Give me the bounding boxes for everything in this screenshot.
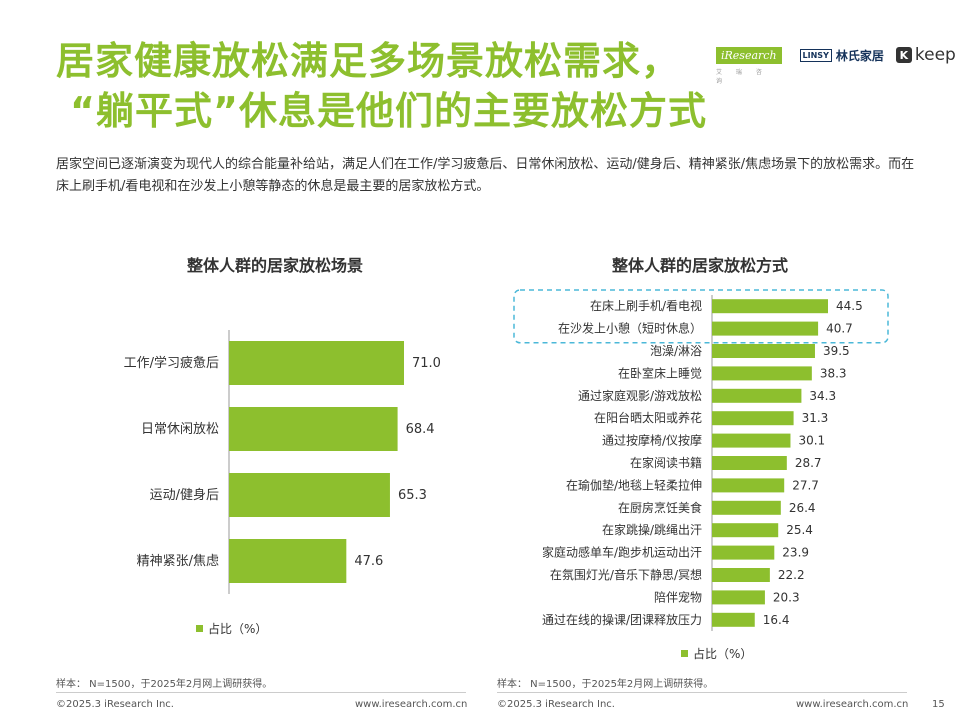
- data-label: 68.4: [406, 422, 435, 437]
- data-label: 25.4: [786, 523, 813, 537]
- bar: [712, 411, 794, 426]
- title-line-1: 居家健康放松满足多场景放松需求，: [56, 39, 681, 83]
- legend-swatch: [196, 625, 203, 632]
- bar: [712, 344, 815, 358]
- keep-logo: K keep: [895, 45, 956, 65]
- data-label: 71.0: [412, 356, 441, 371]
- left-chart-legend: 占比（%）: [196, 620, 267, 637]
- data-label: 27.7: [792, 478, 819, 492]
- page-number: 15: [932, 699, 945, 710]
- left-footer-divider: [56, 692, 466, 693]
- right-footer-divider: [497, 692, 907, 693]
- bar: [712, 456, 787, 470]
- category-label: 在卧室床上睡觉: [618, 365, 702, 380]
- left-legend-label: 占比（%）: [208, 622, 268, 636]
- bar: [712, 590, 765, 605]
- bar: [712, 299, 828, 314]
- category-label: 在厨房烹饪美食: [618, 500, 702, 515]
- bar: [712, 568, 770, 582]
- bar: [712, 478, 785, 493]
- category-label: 陪伴宠物: [654, 589, 702, 604]
- data-label: 28.7: [795, 456, 822, 470]
- keep-logo-icon: K: [895, 47, 912, 63]
- data-label: 47.6: [354, 554, 383, 569]
- category-label: 在瑜伽垫/地毯上轻柔拉伸: [566, 477, 702, 492]
- left-bar-chart: 工作/学习疲惫后 71.0 日常休闲放松 68.4 运动/健身后 65.3 精神紧张/焦虑 4…: [124, 330, 441, 594]
- left-sample-note: 样本： N=1500，于2025年2月网上调研获得。: [56, 679, 273, 690]
- bar: [712, 388, 802, 403]
- category-label: 家庭动感单车/跑步机运动出汗: [542, 545, 702, 560]
- title-line-2: “躺平式”休息是他们的主要放松方式: [70, 89, 707, 133]
- data-label: 23.9: [782, 546, 809, 560]
- category-label: 在氛围灯光/音乐下静思/冥想: [550, 567, 702, 582]
- bar: [712, 366, 812, 381]
- right-sample-note: 样本： N=1500，于2025年2月网上调研获得。: [497, 679, 714, 690]
- bar: [712, 612, 755, 627]
- bar: [712, 433, 791, 448]
- bar: [229, 407, 398, 451]
- bar: [712, 500, 781, 515]
- category-label: 在阳台晒太阳或养花: [594, 410, 702, 425]
- data-label: 65.3: [398, 488, 427, 503]
- highlight-box: [513, 289, 889, 344]
- page-title: 居家健康放松满足多场景放松需求， “躺平式”休息是他们的主要放松方式: [56, 36, 756, 136]
- right-legend-label: 占比（%）: [693, 647, 753, 661]
- right-website: www.iresearch.com.cn: [796, 699, 909, 710]
- right-copyright: ©2025.3 iResearch Inc.: [497, 699, 615, 710]
- bar: [712, 545, 775, 560]
- linsy-logo-text: 林氏家居: [835, 48, 884, 63]
- data-label: 39.5: [823, 344, 850, 358]
- right-chart-legend: 占比（%）: [681, 645, 752, 662]
- left-website: www.iresearch.com.cn: [355, 699, 468, 710]
- category-label: 通过按摩椅/仪按摩: [602, 433, 702, 448]
- linsy-logo-box: LINSY: [799, 48, 832, 62]
- keep-logo-text: keep: [914, 45, 956, 65]
- category-label: 通过在线的操课/团课释放压力: [542, 612, 702, 627]
- category-label: 精神紧张/焦虑: [137, 554, 219, 569]
- category-label: 在家阅读书籍: [630, 455, 702, 470]
- bar: [712, 523, 779, 538]
- iresearch-logo-text: iResearch: [716, 46, 782, 64]
- legend-swatch: [681, 650, 688, 657]
- data-label: 44.5: [836, 299, 863, 313]
- category-label: 在家跳操/跳绳出汗: [602, 522, 702, 537]
- data-label: 40.7: [826, 322, 853, 336]
- category-label: 日常休闲放松: [141, 422, 219, 437]
- right-chart-title: 整体人群的居家放松方式: [611, 256, 788, 275]
- category-label: 通过家庭观影/游戏放松: [578, 388, 702, 403]
- left-chart-title: 整体人群的居家放松场景: [186, 256, 363, 275]
- bar: [712, 321, 819, 336]
- category-label: 工作/学习疲惫后: [124, 355, 219, 371]
- linsy-logo: LINSY 林氏家居: [799, 47, 884, 64]
- data-label: 30.1: [798, 434, 825, 448]
- data-label: 20.3: [773, 590, 800, 604]
- category-label: 在床上刷手机/看电视: [590, 298, 702, 313]
- category-label: 在沙发上小憩（短时休息）: [558, 321, 702, 336]
- category-label: 运动/健身后: [150, 487, 219, 503]
- data-label: 34.3: [809, 389, 836, 403]
- bar: [229, 473, 390, 517]
- bar: [229, 539, 347, 583]
- data-label: 38.3: [820, 366, 847, 380]
- iresearch-logo: iResearch 艾 瑞 咨 询: [716, 46, 782, 85]
- data-label: 22.2: [778, 568, 805, 582]
- right-bar-chart: 在床上刷手机/看电视 44.5 在沙发上小憩（短时休息） 40.7 泡澡/淋浴 39.5 在…: [513, 289, 889, 631]
- iresearch-logo-subtext: 艾 瑞 咨 询: [716, 68, 768, 85]
- category-label: 泡澡/淋浴: [650, 344, 702, 358]
- data-label: 26.4: [789, 501, 816, 515]
- data-label: 16.4: [763, 613, 790, 627]
- logo-bar: iResearch 艾 瑞 咨 询 LINSY 林氏家居 K keep: [716, 40, 956, 85]
- bar: [229, 341, 404, 385]
- left-copyright: ©2025.3 iResearch Inc.: [56, 699, 174, 710]
- page-subtitle: 居家空间已逐渐演变为现代人的综合能量补给站，满足人们在工作/学习疲惫后、日常休闲…: [56, 157, 915, 194]
- data-label: 31.3: [802, 411, 829, 425]
